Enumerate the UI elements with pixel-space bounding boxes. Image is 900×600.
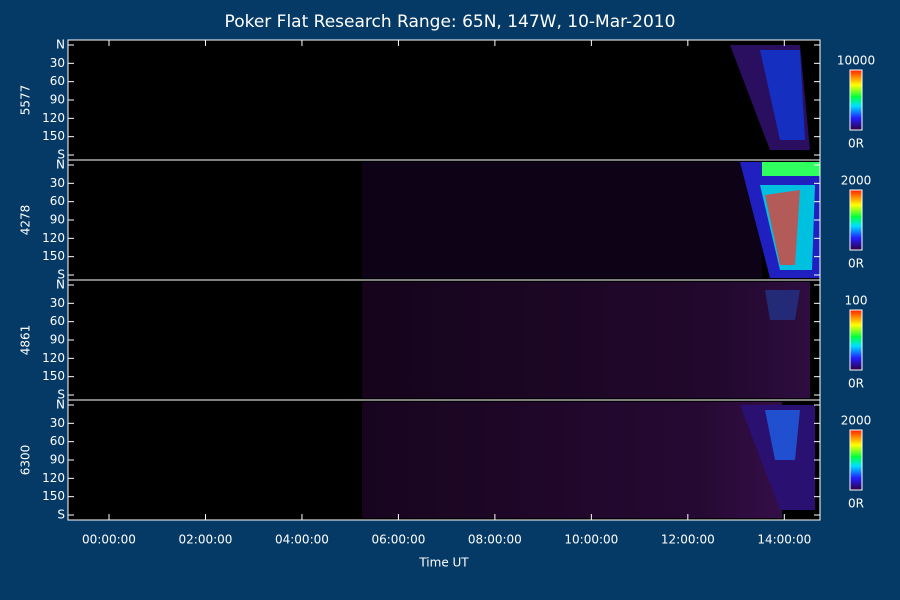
keogram-image [362, 45, 820, 518]
colorbar-label: 2000 [841, 174, 872, 188]
chart-title: Poker Flat Research Range: 65N, 147W, 10… [225, 12, 676, 32]
colorbar-label: 0R [848, 377, 864, 391]
x-tick-label: 10:00:00 [564, 533, 618, 547]
colorbar [849, 429, 863, 491]
y-tick-label: 60 [50, 74, 65, 88]
colorbar-label: 0R [848, 137, 864, 151]
y-tick-label: 150 [42, 249, 65, 263]
y-tick-label: S [57, 388, 65, 402]
y-tick-label: 60 [50, 194, 65, 208]
y-tick-label: S [57, 268, 65, 282]
colorbar-label: 10000 [837, 54, 875, 68]
panel-label: 6300 [19, 445, 33, 476]
x-tick-label: 14:00:00 [757, 533, 811, 547]
colorbar-label: 2000 [841, 414, 872, 428]
x-tick-label: 04:00:00 [275, 533, 329, 547]
y-tick-label: N [56, 38, 65, 52]
colorbar [849, 309, 863, 371]
x-tick-label: 08:00:00 [468, 533, 522, 547]
y-tick-label: 150 [42, 489, 65, 503]
y-tick-label: 120 [42, 351, 65, 365]
colorbar-label: 100 [845, 294, 868, 308]
y-tick-label: N [56, 398, 65, 412]
y-tick-label: 90 [50, 333, 65, 347]
colorbar-label: 0R [848, 497, 864, 511]
y-tick-label: 150 [42, 129, 65, 143]
y-tick-label: 90 [50, 93, 65, 107]
colorbar-label: 0R [848, 257, 864, 271]
y-tick-label: 60 [50, 314, 65, 328]
y-tick-label: 30 [50, 56, 65, 70]
y-tick-label: 30 [50, 416, 65, 430]
panel-label: 4278 [19, 205, 33, 236]
y-tick-label: 30 [50, 176, 65, 190]
y-tick-label: 120 [42, 231, 65, 245]
y-tick-label: S [57, 148, 65, 162]
y-tick-label: 120 [42, 471, 65, 485]
y-tick-label: 120 [42, 111, 65, 125]
y-tick-label: N [56, 278, 65, 292]
panel-label: 4861 [19, 325, 33, 356]
y-tick-label: 150 [42, 369, 65, 383]
y-tick-label: S [57, 508, 65, 522]
x-tick-label: 06:00:00 [371, 533, 425, 547]
colorbar [849, 189, 863, 251]
colorbar [849, 69, 863, 131]
y-tick-label: 90 [50, 453, 65, 467]
x-tick-label: 12:00:00 [661, 533, 715, 547]
x-tick-label: 02:00:00 [179, 533, 233, 547]
panel-label: 5577 [19, 85, 33, 116]
panel-frame [67, 399, 821, 521]
y-tick-label: N [56, 158, 65, 172]
y-tick-label: 30 [50, 296, 65, 310]
x-tick-label: 00:00:00 [82, 533, 136, 547]
y-tick-label: 60 [50, 434, 65, 448]
y-tick-label: 90 [50, 213, 65, 227]
x-axis-label: Time UT [418, 556, 469, 570]
